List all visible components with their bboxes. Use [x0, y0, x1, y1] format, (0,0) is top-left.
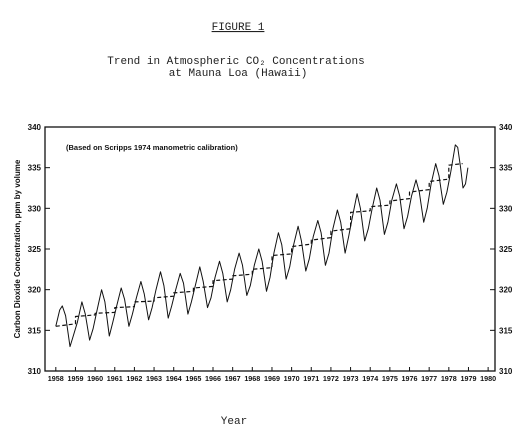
chart-annotation: (Based on Scripps 1974 manometric calibr… — [66, 143, 238, 152]
y-tick-left-label: 330 — [28, 204, 42, 213]
x-tick-label: 1965 — [185, 374, 201, 383]
y-tick-right-label: 315 — [499, 326, 513, 335]
y-tick-left-label: 310 — [28, 367, 42, 376]
y-tick-left-label: 320 — [28, 286, 42, 295]
y-tick-left-label: 325 — [28, 245, 42, 254]
x-tick-label: 1978 — [441, 374, 457, 383]
y-axis-label: Carbon Dioxide Concentration, ppm by vol… — [13, 159, 22, 338]
plot-frame — [44, 126, 496, 372]
x-tick-label: 1979 — [460, 374, 476, 383]
x-tick-label: 1972 — [323, 374, 339, 383]
x-tick-label: 1980 — [480, 374, 496, 383]
x-tick-label: 1964 — [166, 374, 182, 383]
y-tick-left-label: 340 — [28, 123, 42, 132]
chart-title: Trend in Atmospheric CO₂ Concentrations — [107, 56, 364, 68]
x-tick-label: 1977 — [421, 374, 437, 383]
x-tick-label: 1959 — [67, 374, 83, 383]
x-tick-label: 1970 — [284, 374, 300, 383]
x-tick-label: 1968 — [244, 374, 260, 383]
x-tick-label: 1958 — [48, 374, 64, 383]
annual-mean-line — [55, 163, 463, 327]
y-axis-left: 310 315 320 325 330 335 340 — [28, 123, 50, 376]
figure-label: FIGURE 1 — [212, 22, 265, 34]
x-tick-label: 1966 — [205, 374, 221, 383]
y-axis-right: 310 315 320 325 330 335 340 — [490, 123, 513, 376]
y-tick-right-label: 340 — [499, 123, 513, 132]
x-axis: 1958 1959 1960 1961 1962 1963 1964 1965 1966 1967… — [48, 367, 496, 383]
y-tick-right-label: 330 — [499, 204, 513, 213]
x-tick-label: 1961 — [107, 374, 123, 383]
x-tick-label: 1976 — [402, 374, 418, 383]
x-tick-label: 1975 — [382, 374, 398, 383]
x-tick-label: 1974 — [362, 374, 378, 383]
x-tick-label: 1962 — [126, 374, 142, 383]
y-tick-right-label: 310 — [499, 367, 513, 376]
x-axis-label: Year — [221, 416, 247, 428]
x-tick-label: 1969 — [264, 374, 280, 383]
y-tick-right-label: 320 — [499, 286, 513, 295]
x-tick-label: 1973 — [343, 374, 359, 383]
monthly-concentration-line — [55, 144, 469, 348]
x-tick-label: 1963 — [146, 374, 162, 383]
series-group — [55, 144, 469, 348]
x-tick-label: 1967 — [225, 374, 241, 383]
x-tick-label: 1971 — [303, 374, 319, 383]
chart-subtitle: at Mauna Loa (Hawaii) — [169, 68, 308, 80]
y-tick-left-label: 335 — [28, 164, 42, 173]
x-tick-label: 1960 — [87, 374, 103, 383]
y-tick-right-label: 325 — [499, 245, 513, 254]
y-tick-left-label: 315 — [28, 326, 42, 335]
y-tick-right-label: 335 — [499, 164, 513, 173]
